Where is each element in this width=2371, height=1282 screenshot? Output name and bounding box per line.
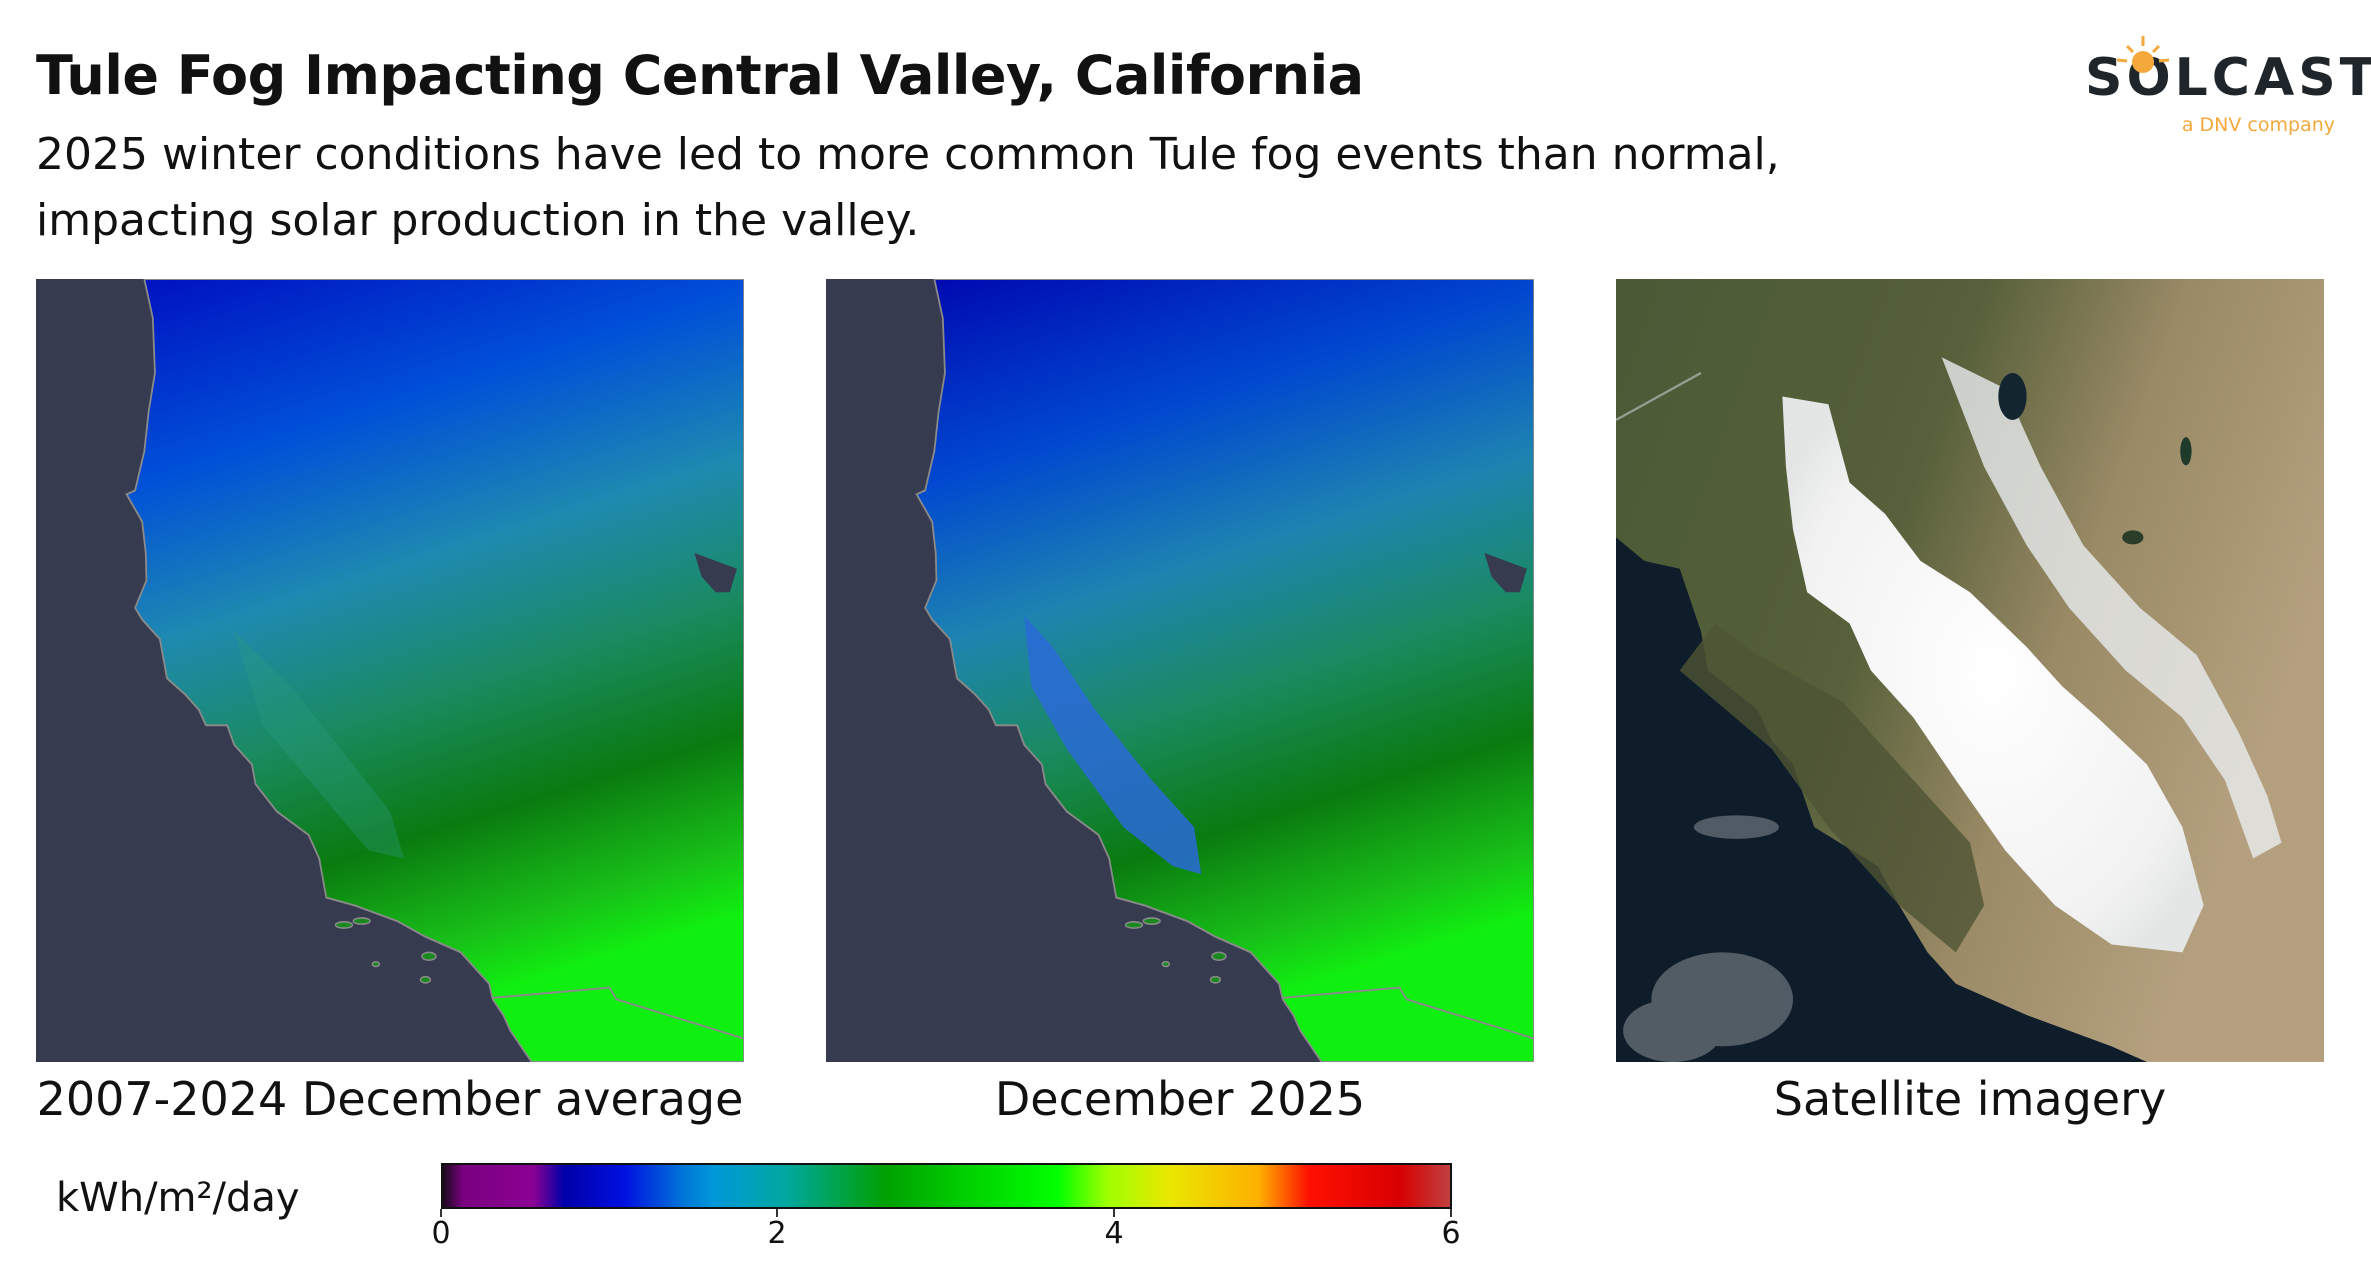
colorbar (441, 1163, 1452, 1209)
map-panel-2025 (826, 279, 1534, 1062)
satellite-panel (1616, 279, 2324, 1062)
sun-icon (2116, 36, 2170, 73)
page-title: Tule Fog Impacting Central Valley, Calif… (36, 44, 1364, 107)
solcast-logo: SOLCAST a DNV company (2085, 36, 2371, 140)
colorbar-units: kWh/m²/day (56, 1175, 300, 1221)
colorbar-tick (440, 1209, 442, 1217)
caption-satellite: Satellite imagery (1773, 1072, 2167, 1126)
caption-average: 2007-2024 December average (36, 1072, 744, 1126)
colorbar-tick-label: 6 (1441, 1216, 1461, 1251)
caption-2025: December 2025 (994, 1072, 1366, 1126)
colorbar-tick (1113, 1209, 1115, 1217)
page-subtitle: 2025 winter conditions have led to more … (36, 129, 1780, 246)
logo-tagline: a DNV company (2181, 114, 2335, 136)
colorbar-tick-label: 2 (767, 1216, 787, 1251)
colorbar-tick-label: 4 (1104, 1216, 1124, 1251)
map-panel-average (36, 279, 744, 1062)
colorbar-tick-label: 0 (431, 1216, 451, 1251)
colorbar-tick (776, 1209, 778, 1217)
logo-wordmark: SOLCAST (2085, 48, 2371, 108)
colorbar-tick (1450, 1209, 1452, 1217)
